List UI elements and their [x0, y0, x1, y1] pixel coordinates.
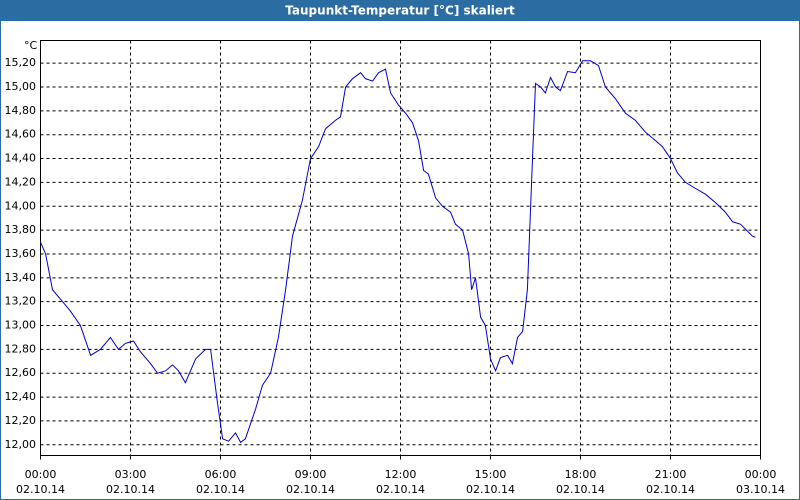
x-tick-date: 02.10.14 — [286, 483, 335, 496]
y-tick-label: 13,80 — [5, 223, 37, 236]
y-unit: °C — [24, 39, 38, 52]
x-tick-label: 15:00 — [475, 468, 507, 481]
chart-title: Taupunkt-Temperatur [°C] skaliert — [285, 4, 515, 18]
x-tick-label: 12:00 — [385, 468, 417, 481]
x-tick-date: 02.10.14 — [16, 483, 65, 496]
y-tick-label: 12,40 — [5, 390, 37, 403]
x-tick-date: 02.10.14 — [196, 483, 245, 496]
x-tick-label: 00:00 — [25, 468, 57, 481]
x-tick-date: 03.10.14 — [736, 483, 785, 496]
x-tick-label: 18:00 — [565, 468, 597, 481]
y-tick-label: 12,80 — [5, 342, 37, 355]
y-tick-label: 12,00 — [5, 438, 37, 451]
y-tick-label: 13,20 — [5, 295, 37, 308]
y-tick-label: 15,00 — [5, 80, 37, 93]
y-tick-label: 14,00 — [5, 199, 37, 212]
y-tick-label: 13,40 — [5, 271, 37, 284]
data-line — [40, 60, 756, 444]
y-tick-label: 13,60 — [5, 247, 37, 260]
y-tick-label: 14,40 — [5, 152, 37, 165]
x-tick-label: 00:00 — [745, 468, 777, 481]
y-tick-label: 12,60 — [5, 366, 37, 379]
y-tick-label: 14,20 — [5, 175, 37, 188]
x-tick-date: 02.10.14 — [106, 483, 155, 496]
x-tick-date: 02.10.14 — [646, 483, 695, 496]
y-tick-label: 14,80 — [5, 104, 37, 117]
x-tick-date: 02.10.14 — [376, 483, 425, 496]
x-tick-label: 09:00 — [295, 468, 327, 481]
y-tick-label: 13,00 — [5, 319, 37, 332]
x-tick-label: 06:00 — [205, 468, 237, 481]
x-tick-date: 02.10.14 — [556, 483, 605, 496]
y-tick-label: 12,20 — [5, 414, 37, 427]
plot-area — [40, 40, 761, 456]
title-bar — [0, 0, 800, 21]
x-tick-label: 21:00 — [655, 468, 687, 481]
y-tick-label: 15,20 — [5, 56, 37, 69]
x-tick-date: 02.10.14 — [466, 483, 515, 496]
y-tick-label: 14,60 — [5, 128, 37, 141]
x-tick-label: 03:00 — [115, 468, 147, 481]
